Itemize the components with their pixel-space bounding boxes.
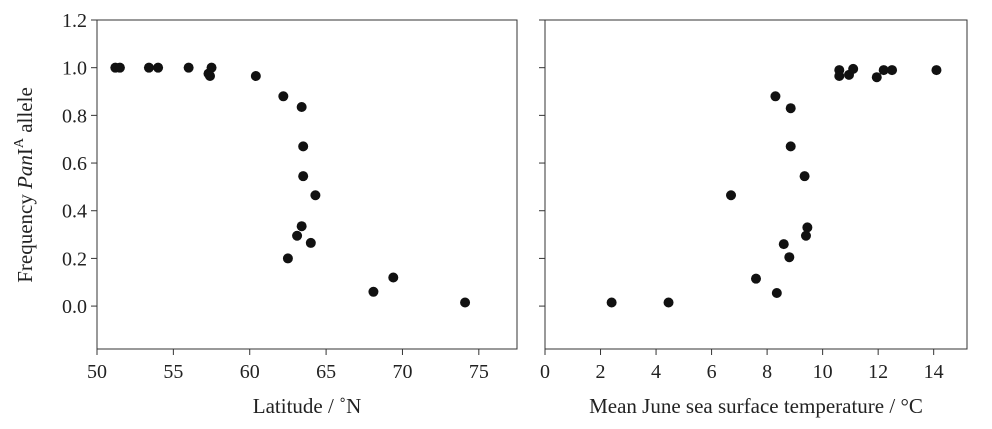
latitude-x-ticks: 50 55 60 65 70 75: [87, 349, 489, 383]
y-tick-label: 0.8: [62, 105, 87, 127]
data-point: [784, 252, 795, 263]
x-tick-label: 10: [813, 361, 833, 383]
data-point: [606, 297, 617, 308]
temperature-panel: 0 2 4 6 8 10 12 14 Mean June sea surface temper…: [539, 19, 968, 418]
x-tick-label: 55: [163, 361, 183, 383]
data-point: [871, 72, 882, 83]
data-point: [799, 171, 810, 182]
x-tick-label: 0: [540, 361, 550, 383]
temperature-x-ticks: 0 2 4 6 8 10 12 14: [540, 349, 944, 383]
latitude-y-ticks: 0.0 0.2 0.4 0.6 0.8 1.0 1.2: [62, 10, 97, 318]
data-point: [205, 71, 216, 82]
y-tick-label: 0.0: [62, 296, 87, 318]
data-point: [298, 171, 309, 182]
latitude-points: [110, 62, 471, 308]
y-axis-label-prefix: Frequency: [13, 189, 37, 283]
data-point: [278, 91, 289, 102]
data-point: [785, 141, 796, 152]
x-tick-label: 12: [868, 361, 888, 383]
data-point: [931, 65, 942, 76]
data-point: [848, 63, 859, 74]
y-tick-label: 1.0: [62, 58, 87, 80]
x-tick-label: 70: [392, 361, 412, 383]
latitude-x-axis-label: Latitude / ˚N: [253, 394, 361, 418]
x-tick-label: 50: [87, 361, 107, 383]
x-tick-label: 8: [762, 361, 772, 383]
data-point: [298, 141, 309, 152]
y-axis-label-superscript: A: [12, 137, 27, 148]
data-point: [388, 272, 399, 283]
data-point: [310, 190, 321, 201]
data-point: [183, 62, 194, 73]
data-point: [800, 230, 811, 241]
data-point: [206, 62, 217, 73]
temperature-points: [606, 63, 942, 308]
data-point: [114, 62, 125, 73]
data-point: [770, 91, 781, 102]
data-point: [292, 230, 303, 241]
data-point: [460, 297, 471, 308]
data-point: [282, 253, 293, 264]
data-point: [143, 62, 154, 73]
latitude-panel: 0.0 0.2 0.4 0.6 0.8 1.0 1.2 50 55 60 65 70 75 Latit…: [62, 10, 518, 418]
x-tick-label: 60: [240, 361, 260, 383]
x-tick-label: 6: [707, 361, 717, 383]
data-point: [153, 62, 164, 73]
data-point: [785, 103, 796, 114]
y-axis-label-gene: Pan: [13, 155, 37, 190]
y-tick-label: 0.6: [62, 153, 87, 175]
data-point: [834, 71, 845, 82]
y-axis-label-suffix: allele: [13, 87, 37, 138]
data-point: [802, 222, 813, 233]
x-tick-label: 4: [651, 361, 661, 383]
x-tick-label: 14: [924, 361, 944, 383]
data-point: [368, 286, 379, 297]
data-point: [778, 239, 789, 250]
temperature-plot-frame: [544, 19, 968, 350]
data-point: [771, 287, 782, 298]
y-tick-label: 0.4: [62, 201, 87, 223]
data-point: [751, 273, 761, 284]
y-axis-label: Frequency PanIA allele: [12, 87, 37, 283]
x-tick-label: 75: [469, 361, 489, 383]
data-point: [250, 71, 261, 82]
x-tick-label: 65: [316, 361, 336, 383]
data-point: [887, 65, 898, 76]
x-tick-label: 2: [596, 361, 606, 383]
data-point: [296, 221, 307, 232]
y-tick-label: 1.2: [62, 10, 87, 32]
data-point: [878, 65, 889, 76]
latitude-plot-frame: [96, 19, 518, 350]
data-point: [726, 190, 737, 201]
y-axis-label-roman: I: [13, 148, 37, 155]
temperature-y-ticks: [539, 19, 545, 307]
data-point: [663, 297, 674, 308]
data-point: [296, 102, 307, 113]
data-point: [305, 237, 316, 248]
temperature-x-axis-label: Mean June sea surface temperature / °C: [589, 394, 923, 418]
y-tick-label: 0.2: [62, 248, 87, 270]
